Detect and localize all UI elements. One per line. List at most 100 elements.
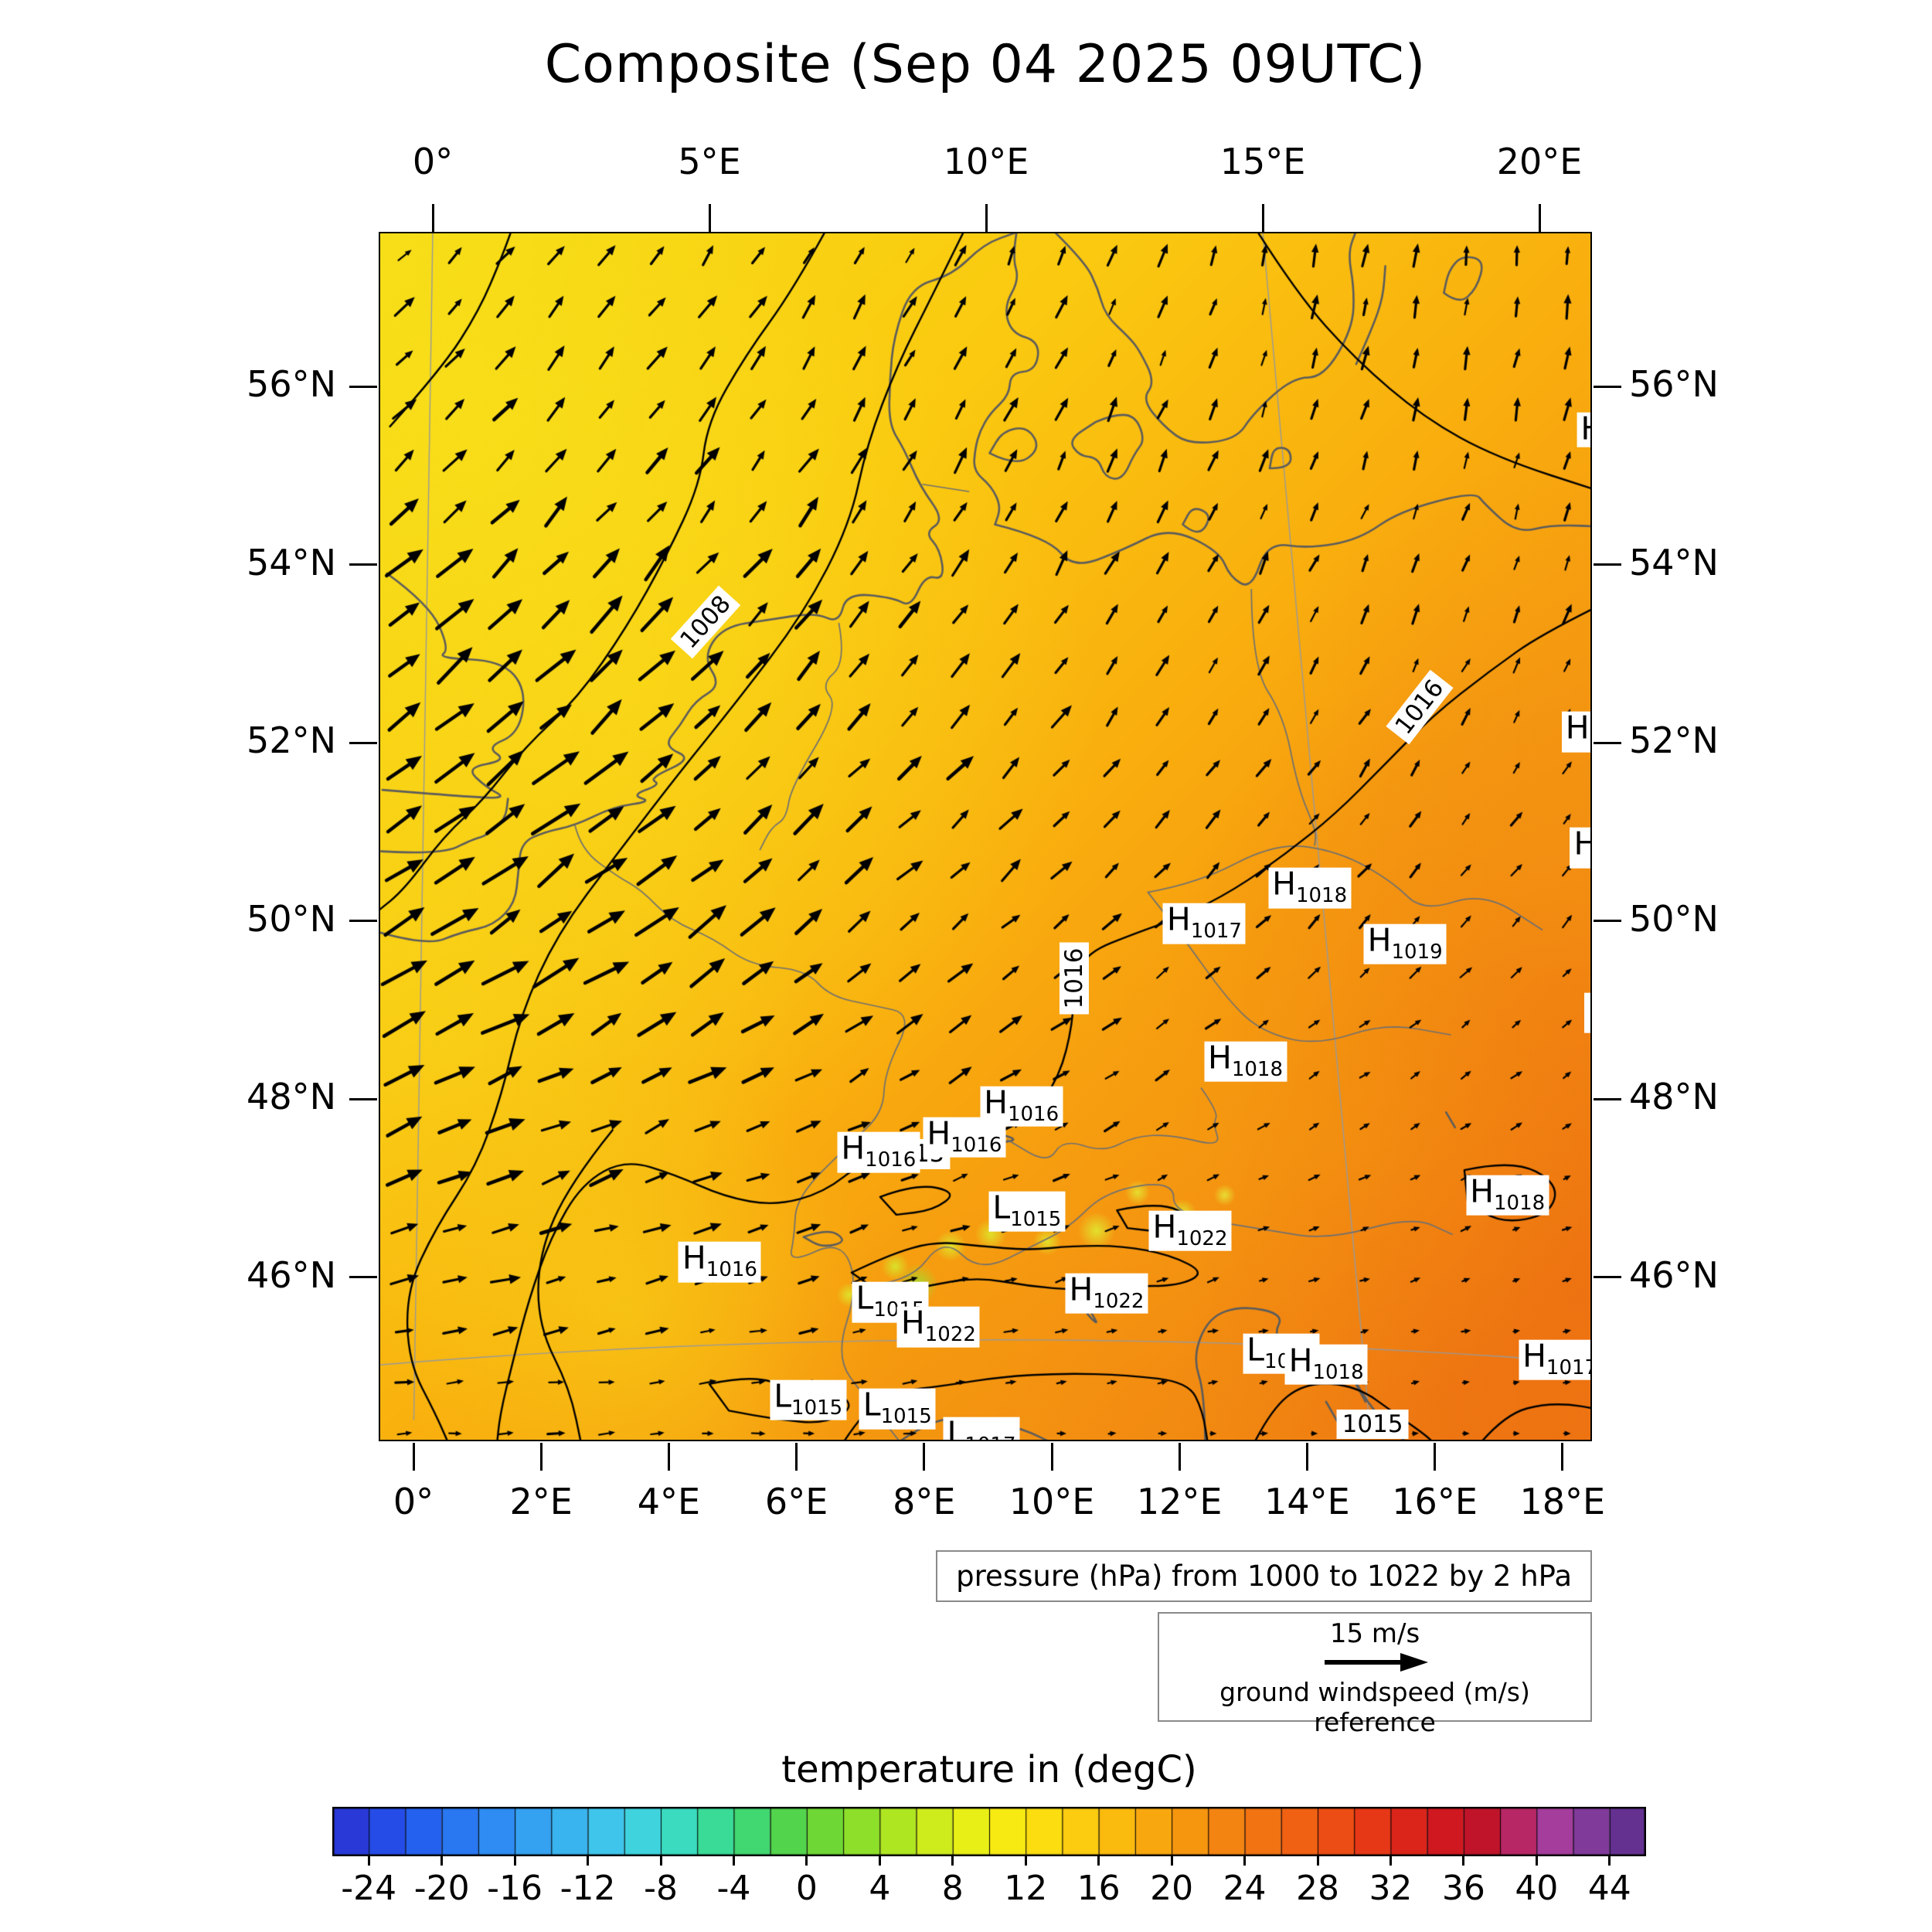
pressure-center-label: H1016 <box>923 1117 1006 1158</box>
axis-bottom-tick-label: 6°E <box>764 1481 828 1522</box>
pressure-center-label: H1018 <box>1268 867 1352 909</box>
colorbar-tick-label: 32 <box>1369 1869 1413 1908</box>
axis-right-tick-label: 46°N <box>1629 1253 1719 1296</box>
pressure-center-label: L1017 <box>943 1417 1020 1441</box>
axis-bottom-tick-label: 2°E <box>509 1481 573 1522</box>
axis-right-tick <box>1594 741 1621 744</box>
axis-bottom-tick-label: 0° <box>393 1481 434 1522</box>
axis-bottom-tick-label: 18°E <box>1519 1481 1606 1522</box>
pressure-center-label: H1017 <box>1162 903 1246 944</box>
axis-bottom-tick <box>412 1443 415 1471</box>
colorbar-tick-label: 20 <box>1150 1869 1194 1908</box>
wind-reference-box: 15 m/s ground windspeed (m/s) reference <box>1158 1612 1592 1737</box>
axis-right-tick <box>1594 1097 1621 1100</box>
pressure-center-label: H1018 <box>1203 1041 1287 1083</box>
colorbar-tick <box>1097 1856 1100 1866</box>
contour-inline-label: 1016 <box>1059 942 1089 1015</box>
colorbar-canvas <box>332 1807 1646 1856</box>
pressure-center-label: H10 <box>1583 992 1592 1033</box>
axis-left-tick <box>349 741 377 744</box>
colorbar-tick <box>732 1856 735 1866</box>
axis-top-tick <box>985 204 988 232</box>
colorbar-tick-label: 24 <box>1223 1869 1267 1908</box>
axis-right-tick-label: 50°N <box>1629 897 1719 940</box>
axis-right-tick-label: 54°N <box>1629 541 1719 583</box>
colorbar-tick-label: -12 <box>560 1869 616 1908</box>
colorbar-tick-label: -20 <box>413 1869 470 1908</box>
pressure-center-label: H10 <box>1561 712 1592 753</box>
colorbar-tick <box>587 1856 590 1866</box>
colorbar-tick-label: 36 <box>1441 1869 1485 1908</box>
wind-reference-caption: ground windspeed (m/s) reference <box>1219 1677 1530 1737</box>
pressure-center-label: H1018 <box>1466 1175 1549 1216</box>
axis-right-tick <box>1594 1276 1621 1278</box>
pressure-caption: pressure (hPa) from 1000 to 1022 by 2 hP… <box>936 1550 1592 1602</box>
axis-top-tick <box>1261 204 1264 232</box>
pressure-center-label: L1015 <box>770 1379 847 1420</box>
axis-bottom-tick <box>1050 1443 1053 1471</box>
axis-left-tick <box>349 1097 377 1100</box>
pressure-center-label: H <box>1577 412 1592 447</box>
axis-left-tick-label: 50°N <box>247 897 336 940</box>
pressure-center-label: H1022 <box>896 1306 980 1348</box>
colorbar-tick-label: -8 <box>644 1869 678 1908</box>
axis-right-tick <box>1594 385 1621 388</box>
axis-top-tick-label: 10°E <box>943 141 1029 182</box>
axis-left-tick <box>349 1276 377 1278</box>
axis-bottom-tick <box>1434 1443 1437 1471</box>
pressure-center-label: L1015 <box>988 1191 1066 1232</box>
axis-left-tick <box>349 563 377 566</box>
axis-bottom-tick <box>923 1443 926 1471</box>
axis-bottom-tick <box>1305 1443 1308 1471</box>
colorbar-tick <box>659 1856 662 1866</box>
colorbar-tick <box>1243 1856 1247 1866</box>
colorbar-tick <box>1316 1856 1319 1866</box>
pressure-center-label: H10 <box>1570 827 1592 869</box>
colorbar-tick <box>367 1856 370 1866</box>
colorbar-tick-label: 28 <box>1296 1869 1339 1908</box>
axis-left-tick-label: 56°N <box>247 363 336 405</box>
pressure-center-label: H1022 <box>1148 1210 1232 1252</box>
map-overlay: 1008101610160151015HH10H1018H10H1017H101… <box>379 232 1592 1441</box>
pressure-center-label: H1022 <box>1065 1273 1148 1314</box>
page-title: Composite (Sep 04 2025 09UTC) <box>544 34 1427 95</box>
contour-inline-label: 1008 <box>670 586 740 659</box>
axis-left-tick <box>349 385 377 388</box>
axis-bottom-tick-label: 16°E <box>1392 1481 1478 1522</box>
colorbar-tick-label: 8 <box>941 1869 964 1908</box>
axis-top-tick <box>431 204 434 232</box>
pressure-center-label: H1016 <box>837 1132 920 1173</box>
colorbar-tick-label: 16 <box>1077 1869 1121 1908</box>
colorbar-tick <box>805 1856 808 1866</box>
colorbar-tick-label: 4 <box>869 1869 891 1908</box>
map-panel: 1008101610160151015HH10H1018H10H1017H101… <box>379 232 1592 1441</box>
axis-top-tick-label: 5°E <box>678 141 741 182</box>
axis-bottom-tick <box>667 1443 670 1471</box>
colorbar-tick <box>1608 1856 1611 1866</box>
colorbar-tick <box>1462 1856 1465 1866</box>
wind-reference-arrow <box>1325 1653 1428 1672</box>
axis-left-tick-label: 54°N <box>247 541 336 583</box>
colorbar-tick <box>1389 1856 1392 1866</box>
axis-bottom-tick-label: 10°E <box>1009 1481 1095 1522</box>
axis-right-tick <box>1594 563 1621 566</box>
pressure-center-label: H1017 <box>1519 1339 1592 1381</box>
colorbar-tick-label: 44 <box>1587 1869 1631 1908</box>
axis-left-tick <box>349 920 377 922</box>
axis-top-tick <box>708 204 711 232</box>
axis-bottom-tick <box>539 1443 543 1471</box>
colorbar-title: temperature in (degC) <box>781 1748 1197 1791</box>
colorbar-tick-label: -16 <box>487 1869 543 1908</box>
contour-inline-label: 1016 <box>1386 669 1454 745</box>
axis-right-tick-label: 48°N <box>1629 1076 1719 1117</box>
colorbar-tick <box>440 1856 444 1866</box>
contour-inline-label: 1015 <box>1336 1409 1409 1439</box>
axis-left-tick-label: 52°N <box>247 719 336 761</box>
axis-left-tick-label: 46°N <box>247 1253 336 1296</box>
axis-bottom-tick-label: 8°E <box>893 1481 956 1522</box>
colorbar-tick-label: -24 <box>341 1869 397 1908</box>
axis-right-tick-label: 52°N <box>1629 719 1719 761</box>
colorbar-tick <box>513 1856 516 1866</box>
axis-top-tick-label: 20°E <box>1496 141 1583 182</box>
